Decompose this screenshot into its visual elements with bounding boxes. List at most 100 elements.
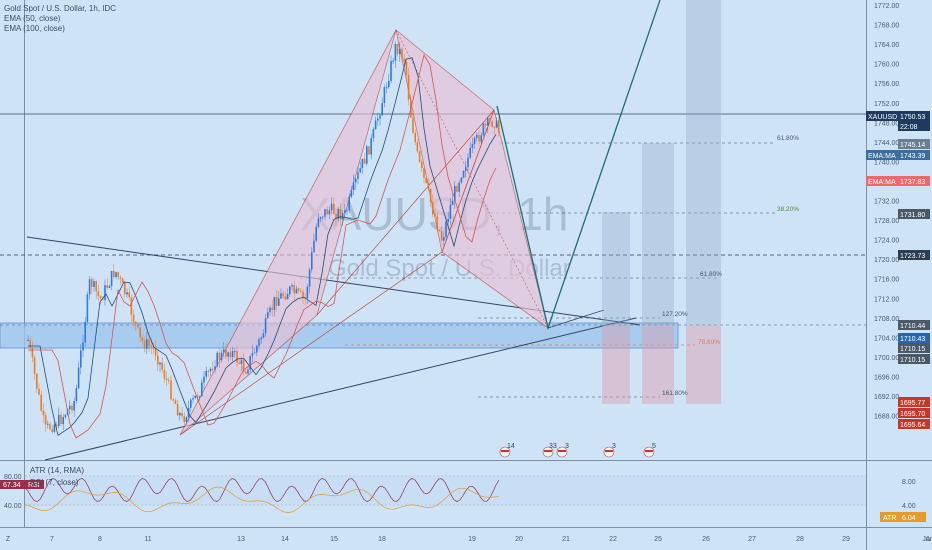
indicator-pane[interactable] [0,461,866,527]
candle-body [253,352,256,354]
time-tick-label: 20 [515,536,523,543]
event-badge-count: 33 [549,443,557,450]
price-tick-label: 1716.00 [874,277,899,284]
price-tag-value: 1695.64 [900,422,925,429]
price-axis[interactable]: 1772.00 1768.00 1764.00 1760.00 1756.00 1752.… [874,3,899,421]
candle-body [412,117,414,133]
ema-100-line[interactable] [28,53,497,439]
candle-body [185,417,188,423]
candle-body [262,333,265,338]
candle-body [370,138,372,155]
price-tick-label: 1728.00 [874,218,899,225]
candle-body [401,48,403,59]
candle-body [231,351,234,357]
event-badge[interactable]: 3 [556,443,569,458]
atr-value: 6.04 [902,515,916,522]
price-tick-label: 1704.00 [874,335,899,342]
candle-body [368,146,370,155]
candle-body [348,196,350,211]
time-tick-label: Jun [922,536,932,543]
chart-legend[interactable]: Gold Spot / U.S. Dollar, 1h, IDC EMA (50… [4,4,116,34]
atr-legend[interactable]: ATR (14, RMA) [30,466,85,475]
candle-body [108,285,111,288]
price-tick-label: 1724.00 [874,238,899,245]
candle-body [489,118,491,122]
price-tag-value: 1695.70 [900,411,925,418]
candle-body [214,366,216,370]
candle-body [119,277,122,279]
candle-body [196,395,199,398]
time-axis-corner: Z [6,536,11,543]
candle-body [126,292,128,295]
candle-body [374,120,377,130]
candle-body [333,203,335,215]
candle-body [223,349,225,353]
candle-body [418,151,421,162]
candle-body [141,337,144,341]
time-tick-label: 7 [50,536,54,543]
candle-body [350,190,353,197]
candle-body [216,352,218,367]
candle-body [443,236,445,241]
event-badge[interactable]: 33 [542,443,557,458]
candle-body [102,298,104,300]
price-tag-value: 1750.53 [900,114,925,121]
time-tick-label: 21 [562,536,570,543]
position-boxes[interactable] [602,0,721,404]
candle-body [97,291,100,297]
candle-body [449,204,452,219]
event-badge[interactable]: 14 [499,443,515,458]
candle-body [454,185,456,202]
candle-body [165,378,168,381]
price-tick-label: 1744.00 [874,140,899,147]
candle-body [388,81,390,88]
demand-zone[interactable] [0,322,679,349]
candle-body [366,146,368,164]
legend-ema-50[interactable]: EMA (50, close) [4,14,61,23]
candle-body [192,398,194,400]
candle-body [62,417,64,425]
candle-body [447,218,449,222]
event-badge-count: 14 [507,443,515,450]
candle-body [86,294,89,322]
candle-body [91,279,93,287]
fib-label-1272: 127.20% [662,311,688,318]
candle-body [143,340,146,349]
event-badges[interactable]: 14 33 3 3 5 [499,443,656,458]
harmonic-pattern[interactable] [179,28,549,436]
candle-body [36,373,38,389]
candle-body [405,61,408,75]
rsi-value-tag: 67.34 RSI [0,480,44,489]
candle-body [282,293,284,297]
rsi-line[interactable] [24,477,500,503]
candle-body [110,270,113,286]
candle-body [137,324,139,328]
legend-ema-100[interactable]: EMA (100, close) [4,24,65,33]
candle-body [190,399,192,408]
rsi-legend[interactable]: RSI (7, close) [30,478,79,487]
candle-body [64,414,67,418]
candle-body [476,135,478,138]
candle-body [249,356,251,370]
candle-body [322,216,324,218]
candle-body [306,286,309,299]
candle-body [396,43,399,54]
candle-body [128,292,130,298]
candle-body [377,118,379,121]
event-badge-count: 5 [652,443,656,450]
candle-body [49,423,51,430]
candle-body [29,339,31,349]
event-badge[interactable]: 5 [643,443,656,458]
candle-body [264,318,267,334]
price-tag-value: 1731.80 [900,212,925,219]
candle-body [284,296,287,300]
event-badge[interactable]: 3 [603,443,616,458]
candle-body [77,367,80,389]
atr-line[interactable] [24,486,500,513]
ascending-trendline[interactable] [44,317,637,461]
candle-body [436,216,438,230]
time-tick-label: 14 [281,536,289,543]
